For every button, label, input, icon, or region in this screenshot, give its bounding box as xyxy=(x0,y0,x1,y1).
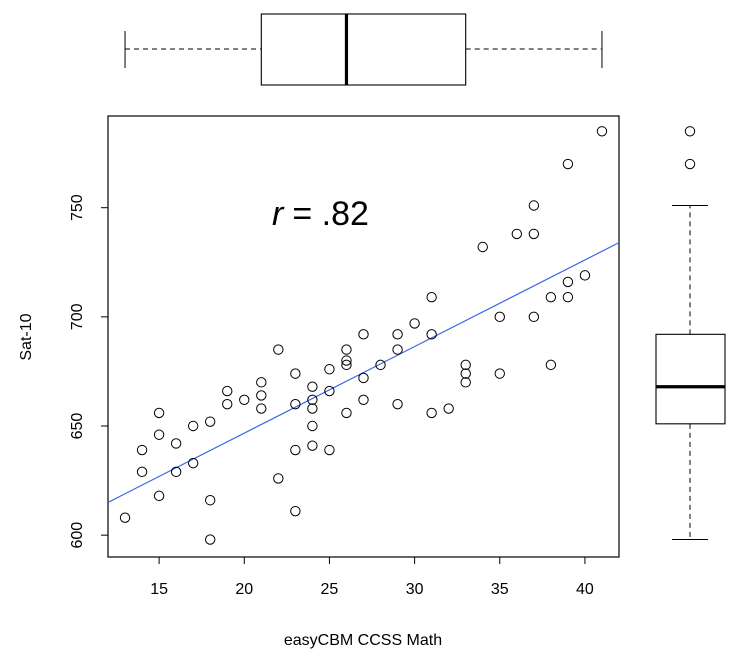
data-point-22 xyxy=(290,368,301,379)
data-point-13 xyxy=(205,534,216,545)
data-point-46 xyxy=(426,292,437,303)
top-boxplot xyxy=(124,13,603,86)
right-boxplot-outlier-1 xyxy=(684,158,696,170)
top-boxplot-box xyxy=(260,13,467,86)
data-point-59 xyxy=(528,311,540,323)
data-point-44 xyxy=(392,398,403,410)
data-point-28 xyxy=(307,403,318,414)
data-point-2 xyxy=(136,444,148,456)
data-point-16 xyxy=(239,394,250,406)
correlation-symbol: r xyxy=(272,195,285,233)
correlation-annotation: r = .82 xyxy=(272,195,369,233)
data-point-6 xyxy=(153,490,165,502)
data-point-10 xyxy=(187,457,199,469)
data-point-64 xyxy=(562,292,574,303)
y-tick-label: 650 xyxy=(69,413,86,440)
data-point-36 xyxy=(341,359,352,371)
y-tick-label: 700 xyxy=(69,303,86,330)
data-point-37 xyxy=(341,407,352,419)
data-point-50 xyxy=(460,359,471,371)
data-point-65 xyxy=(579,270,591,281)
data-point-15 xyxy=(222,398,233,410)
right-boxplot-outlier-2 xyxy=(684,126,696,137)
data-point-41 xyxy=(375,359,386,371)
data-point-45 xyxy=(409,318,420,329)
data-point-24 xyxy=(290,444,301,456)
x-tick-label: 35 xyxy=(491,581,509,598)
data-point-4 xyxy=(153,407,165,419)
y-axis-label: Sat-10 xyxy=(18,313,35,360)
x-tick-label: 15 xyxy=(150,581,168,598)
data-point-51 xyxy=(460,368,471,379)
data-point-11 xyxy=(205,416,216,427)
data-point-18 xyxy=(256,390,267,401)
data-point-60 xyxy=(545,292,557,303)
data-point-29 xyxy=(307,420,318,432)
x-tick-label: 20 xyxy=(235,581,253,598)
data-point-9 xyxy=(187,420,199,432)
plot-frame xyxy=(107,115,620,558)
data-point-55 xyxy=(494,368,505,379)
data-point-62 xyxy=(562,158,574,170)
right-boxplot-box xyxy=(655,333,726,425)
data-point-20 xyxy=(273,344,284,355)
data-point-32 xyxy=(324,385,335,397)
data-point-58 xyxy=(528,228,540,240)
data-point-53 xyxy=(477,241,488,253)
y-tick-label: 750 xyxy=(69,194,86,221)
data-point-54 xyxy=(494,311,505,323)
data-point-63 xyxy=(562,276,574,288)
x-tick-label: 30 xyxy=(406,581,424,598)
regression-line xyxy=(107,242,620,503)
data-point-38 xyxy=(358,329,369,340)
data-point-34 xyxy=(341,344,352,355)
data-point-5 xyxy=(153,429,165,440)
data-point-47 xyxy=(426,329,437,340)
x-axis-label: easyCBM CCSS Math xyxy=(284,632,442,649)
data-point-48 xyxy=(426,407,437,419)
data-point-57 xyxy=(528,200,540,211)
x-tick-label: 25 xyxy=(321,581,339,598)
data-point-35 xyxy=(341,355,352,366)
data-point-33 xyxy=(324,444,335,456)
data-point-52 xyxy=(460,377,471,388)
right-boxplot xyxy=(655,126,726,541)
data-point-23 xyxy=(290,398,301,410)
data-point-7 xyxy=(170,438,182,449)
data-point-12 xyxy=(205,495,216,506)
data-point-40 xyxy=(358,394,369,406)
data-point-31 xyxy=(324,364,335,375)
data-point-3 xyxy=(136,466,148,478)
data-point-42 xyxy=(392,329,403,340)
data-point-56 xyxy=(511,228,522,240)
data-point-8 xyxy=(170,466,182,478)
data-point-49 xyxy=(443,403,454,414)
data-point-39 xyxy=(358,372,369,384)
data-point-21 xyxy=(273,473,284,484)
y-tick-label: 600 xyxy=(69,522,86,549)
data-point-26 xyxy=(307,381,318,392)
data-point-30 xyxy=(307,440,318,451)
data-point-25 xyxy=(290,505,301,517)
data-point-1 xyxy=(119,512,131,523)
data-point-19 xyxy=(256,403,267,414)
correlation-value: = .82 xyxy=(292,195,369,233)
main-scatter-plot: 15 20 25 30 35 40 600 650 700 750 easyCBM CCSS Mat… xyxy=(18,115,620,649)
data-point-14 xyxy=(222,385,233,397)
data-point-27 xyxy=(307,394,318,406)
data-point-43 xyxy=(392,344,403,355)
x-tick-label: 40 xyxy=(576,581,594,598)
data-point-66 xyxy=(596,126,608,137)
data-point-61 xyxy=(545,359,557,371)
data-point-17 xyxy=(256,377,267,388)
